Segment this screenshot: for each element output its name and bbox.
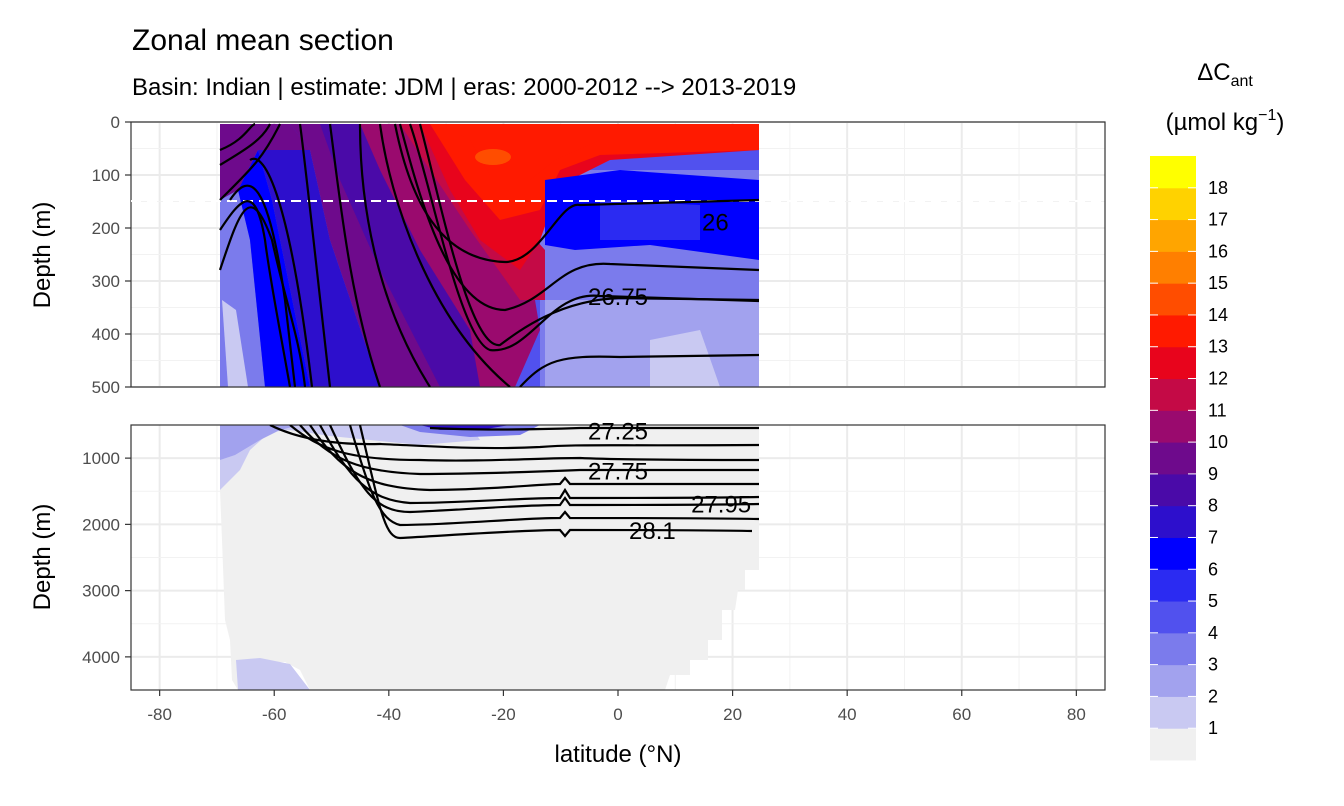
upper-panel [130,121,1106,388]
legend-swatch [1150,410,1196,443]
legend-label: 2 [1208,686,1218,706]
legend-label: 13 [1208,337,1228,357]
legend-label: 6 [1208,559,1218,579]
legend-label: 11 [1208,400,1227,420]
legend-swatch [1150,156,1196,189]
x-tick-label: 20 [723,705,742,724]
legend-swatch [1150,696,1196,729]
lower-filled-contours [220,425,759,690]
x-axis-title: latitude (°N) [555,741,682,768]
contour-label: 27.25 [588,419,648,446]
y-tick-label: 400 [92,325,120,344]
legend-swatch [1150,219,1196,252]
chart-title: Zonal mean section [132,24,394,57]
lower-isopycnals [269,425,760,540]
legend-label: 16 [1208,241,1228,261]
contour-label: 26 [702,210,729,237]
y-tick-label: 200 [92,219,120,238]
y-tick-label: 100 [92,166,120,185]
legend-label: 12 [1208,369,1228,389]
legend-label: 14 [1208,305,1228,325]
legend-swatch [1150,473,1196,507]
x-tick-label: 60 [952,705,971,724]
legend-label: 7 [1208,527,1218,547]
chart-subtitle: Basin: Indian | estimate: JDM | eras: 20… [132,74,797,101]
legend-swatch [1150,442,1196,475]
y-tick-label: 2000 [82,515,120,534]
y-axis-title-upper: Depth (m) [29,202,56,309]
x-tick-label: -80 [147,705,172,724]
contour-label: 28.1 [629,518,676,545]
legend-swatch [1150,632,1196,666]
legend-swatch [1150,378,1196,411]
x-tick-label: 80 [1067,705,1086,724]
x-tick-label: -20 [491,705,516,724]
y-tick-label: 1000 [82,449,120,468]
legend-swatch [1150,505,1196,538]
y-tick-label: 500 [92,378,120,397]
upper-filled-contours [220,124,759,387]
legend-swatch [1150,314,1196,348]
contour-label: 27.95 [691,492,751,519]
y-axis-title-lower: Depth (m) [29,504,56,611]
upper-panel-border [130,121,1106,388]
contour-label: 27.75 [588,458,648,485]
legend-label: 4 [1208,623,1218,643]
legend-label: 5 [1208,591,1218,611]
legend-swatch [1150,728,1196,761]
legend-label: 15 [1208,273,1228,293]
legend-swatch [1150,664,1196,697]
upper-isopycnals [218,122,760,387]
legend-unit: (µmol kg−1) [1166,107,1285,136]
lower-panel [130,424,1106,691]
legend-swatch [1150,187,1196,221]
axes: -80 -60 -40 -20 0 20 40 60 80 0 100 200 300 400 500 100… [82,113,1086,724]
legend: ΔCant (µmol kg−1) 1234567891011121314151… [1150,59,1284,761]
x-tick-label: -60 [262,705,287,724]
legend-label: 8 [1208,496,1218,516]
legend-label: 3 [1208,655,1218,675]
legend-swatch [1150,569,1196,602]
legend-swatch [1150,346,1196,380]
y-tick-label: 3000 [82,582,120,601]
legend-label: 10 [1208,432,1228,452]
legend-label: 18 [1208,178,1228,198]
legend-swatch [1150,283,1196,316]
x-tick-label: 40 [838,705,857,724]
legend-swatch [1150,537,1196,570]
legend-title: ΔCant [1197,59,1253,90]
contour-labels: 26 26.75 27.25 27.75 27.95 28.1 [588,210,751,545]
legend-label: 17 [1208,210,1228,230]
y-tick-label: 0 [111,113,120,132]
x-tick-label: 0 [613,705,622,724]
y-tick-label: 4000 [82,648,120,667]
legend-swatch [1150,601,1196,634]
x-tick-label: -40 [377,705,402,724]
legend-label: 1 [1208,718,1218,738]
legend-label: 9 [1208,464,1218,484]
legend-swatch [1150,251,1196,284]
y-tick-label: 300 [92,272,120,291]
contour-label: 26.75 [588,284,648,311]
